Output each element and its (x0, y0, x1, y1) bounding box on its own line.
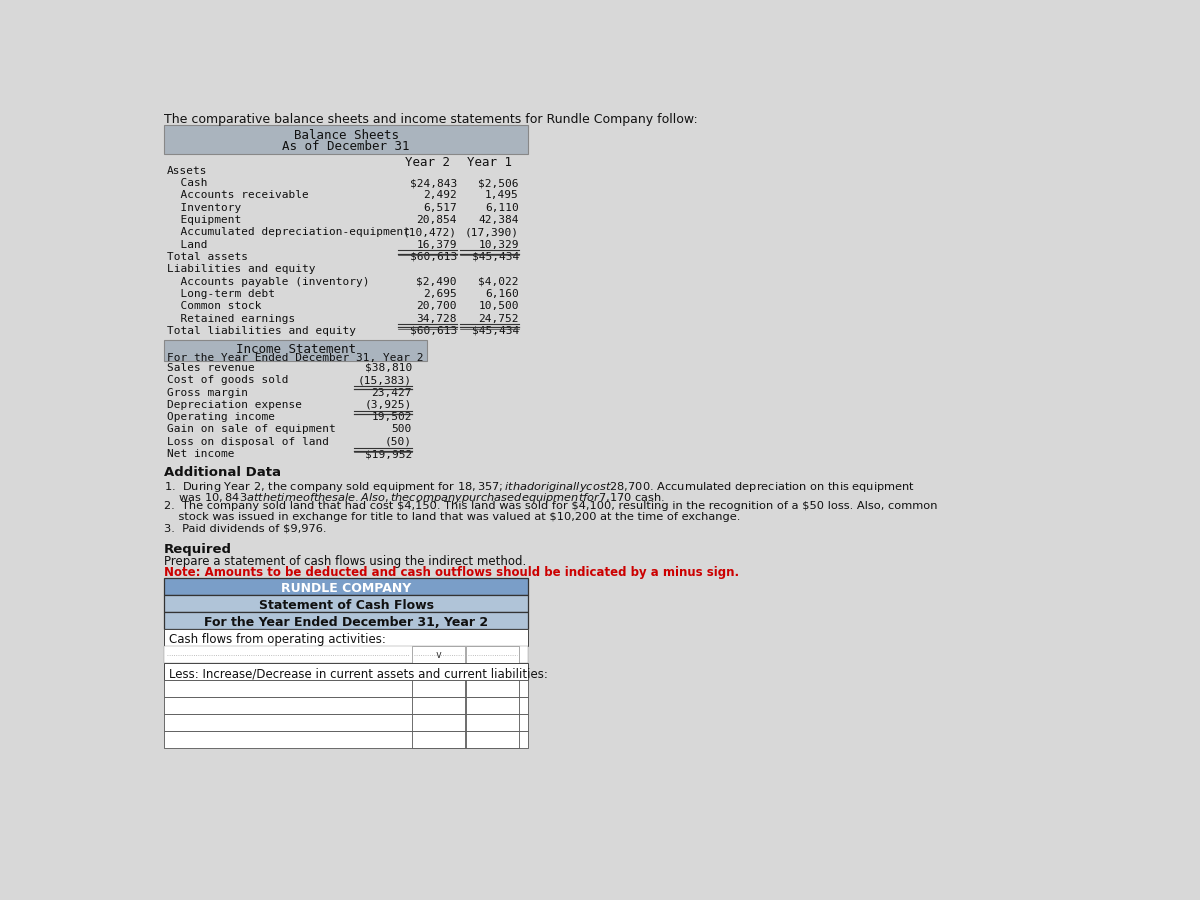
Text: 2,492: 2,492 (424, 191, 457, 201)
Text: Income Statement: Income Statement (235, 343, 355, 356)
Text: Accounts payable (inventory): Accounts payable (inventory) (167, 276, 370, 286)
Text: Year 1: Year 1 (467, 156, 512, 168)
Text: $4,022: $4,022 (479, 276, 518, 286)
Text: Total assets: Total assets (167, 252, 248, 262)
Text: $60,613: $60,613 (409, 326, 457, 336)
Bar (164, 680, 528, 697)
Text: 24,752: 24,752 (479, 313, 518, 324)
Text: $2,490: $2,490 (416, 276, 457, 286)
Text: Note: Amounts to be deducted and cash outflows should be indicated by a minus si: Note: Amounts to be deducted and cash ou… (164, 566, 739, 580)
Text: Additional Data: Additional Data (164, 466, 281, 479)
Bar (412, 714, 464, 731)
Text: 1,495: 1,495 (485, 191, 518, 201)
Bar (164, 125, 528, 154)
Bar (164, 612, 528, 629)
Text: 6,110: 6,110 (485, 202, 518, 212)
Text: Net income: Net income (167, 449, 234, 459)
Bar (164, 731, 528, 748)
Text: Year 2: Year 2 (404, 156, 450, 168)
Bar (164, 340, 427, 361)
Text: 6,160: 6,160 (485, 289, 518, 299)
Text: v: v (436, 650, 442, 660)
Text: 1.  During Year 2, the company sold equipment for $18,357; it had originally cos: 1. During Year 2, the company sold equip… (164, 480, 916, 494)
Bar (466, 680, 518, 697)
Text: Retained earnings: Retained earnings (167, 313, 295, 324)
Text: Total liabilities and equity: Total liabilities and equity (167, 326, 356, 336)
Text: 6,517: 6,517 (424, 202, 457, 212)
Text: Inventory: Inventory (167, 202, 241, 212)
Text: Loss on disposal of land: Loss on disposal of land (167, 436, 329, 446)
Text: (3,925): (3,925) (365, 400, 412, 410)
Text: was $10,843 at the time of the sale. Also, the company purchased equipment for $: was $10,843 at the time of the sale. Als… (164, 491, 665, 505)
Text: Accounts receivable: Accounts receivable (167, 191, 308, 201)
Bar (412, 697, 464, 714)
Text: $38,810: $38,810 (365, 363, 412, 373)
Text: Gain on sale of equipment: Gain on sale of equipment (167, 425, 336, 435)
Bar (164, 579, 528, 596)
Text: Land: Land (167, 239, 208, 249)
Text: Cost of goods sold: Cost of goods sold (167, 375, 288, 385)
Text: 3.  Paid dividends of $9,976.: 3. Paid dividends of $9,976. (164, 523, 326, 533)
Text: Accumulated depreciation-equipment: Accumulated depreciation-equipment (167, 228, 410, 238)
Text: Required: Required (164, 543, 232, 556)
Text: 23,427: 23,427 (372, 388, 412, 398)
Text: (15,383): (15,383) (358, 375, 412, 385)
Bar (164, 714, 528, 731)
Bar (412, 731, 464, 748)
Text: Less: Increase/Decrease in current assets and current liabilities:: Less: Increase/Decrease in current asset… (168, 667, 547, 680)
Bar (466, 731, 518, 748)
Bar (412, 680, 464, 697)
Text: Liabilities and equity: Liabilities and equity (167, 265, 316, 274)
Text: Balance Sheets: Balance Sheets (294, 129, 398, 142)
Text: As of December 31: As of December 31 (282, 140, 410, 153)
Text: Depreciation expense: Depreciation expense (167, 400, 302, 410)
Text: $2,506: $2,506 (479, 178, 518, 188)
Text: Cash flows from operating activities:: Cash flows from operating activities: (168, 633, 385, 646)
Text: For the Year Ended December 31, Year 2: For the Year Ended December 31, Year 2 (168, 353, 424, 363)
Bar (412, 646, 464, 663)
Text: 500: 500 (391, 425, 412, 435)
Text: (50): (50) (385, 436, 412, 446)
Text: Equipment: Equipment (167, 215, 241, 225)
Text: Gross margin: Gross margin (167, 388, 248, 398)
Bar (164, 596, 528, 612)
Text: stock was issued in exchange for title to land that was valued at $10,200 at the: stock was issued in exchange for title t… (164, 512, 740, 522)
Bar (466, 646, 518, 663)
Bar (466, 714, 518, 731)
Bar (164, 629, 528, 646)
Text: $19,952: $19,952 (365, 449, 412, 459)
Text: Long-term debt: Long-term debt (167, 289, 275, 299)
Bar (466, 697, 518, 714)
Text: 10,500: 10,500 (479, 302, 518, 311)
Text: Operating income: Operating income (167, 412, 275, 422)
Text: Cash: Cash (167, 178, 208, 188)
Text: 20,854: 20,854 (416, 215, 457, 225)
Text: 2,695: 2,695 (424, 289, 457, 299)
Text: The comparative balance sheets and income statements for Rundle Company follow:: The comparative balance sheets and incom… (164, 113, 697, 126)
Text: 20,700: 20,700 (416, 302, 457, 311)
Text: RUNDLE COMPANY: RUNDLE COMPANY (281, 582, 412, 595)
Text: (17,390): (17,390) (464, 228, 518, 238)
Text: 19,502: 19,502 (372, 412, 412, 422)
Text: Prepare a statement of cash flows using the indirect method.: Prepare a statement of cash flows using … (164, 555, 527, 569)
Bar (164, 646, 528, 663)
Text: Common stock: Common stock (167, 302, 262, 311)
Bar (164, 663, 528, 680)
Text: 42,384: 42,384 (479, 215, 518, 225)
Text: 10,329: 10,329 (479, 239, 518, 249)
Text: 34,728: 34,728 (416, 313, 457, 324)
Text: For the Year Ended December 31, Year 2: For the Year Ended December 31, Year 2 (204, 616, 488, 629)
Text: Statement of Cash Flows: Statement of Cash Flows (258, 599, 433, 612)
Text: (10,472): (10,472) (403, 228, 457, 238)
Text: 2.  The company sold land that had cost $4,150. This land was sold for $4,100, r: 2. The company sold land that had cost $… (164, 501, 937, 511)
Text: 16,379: 16,379 (416, 239, 457, 249)
Text: Sales revenue: Sales revenue (167, 363, 254, 373)
Bar (164, 697, 528, 714)
Text: $45,434: $45,434 (472, 326, 518, 336)
Text: $45,434: $45,434 (472, 252, 518, 262)
Text: Assets: Assets (167, 166, 208, 176)
Text: $24,843: $24,843 (409, 178, 457, 188)
Text: $60,613: $60,613 (409, 252, 457, 262)
